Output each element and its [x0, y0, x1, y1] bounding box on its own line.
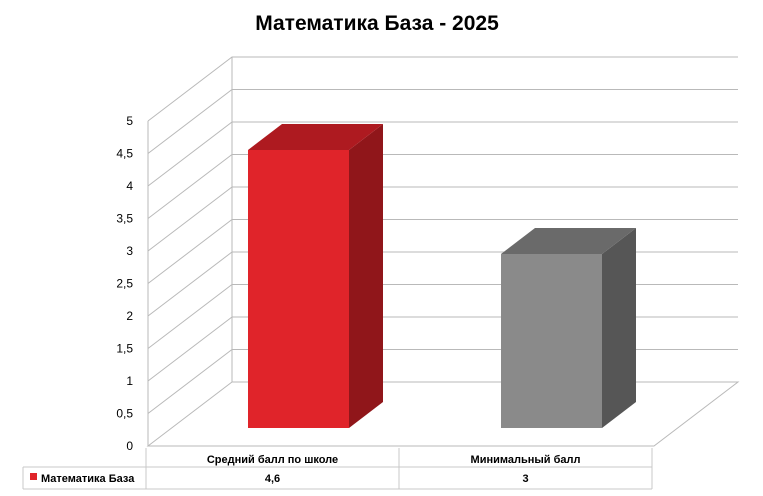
bar	[501, 228, 636, 428]
chart-title: Математика База - 2025	[255, 12, 499, 35]
y-tick-label: 0,5	[116, 407, 133, 421]
bar-front	[501, 254, 602, 428]
y-tick-label: 5	[126, 114, 133, 128]
grid	[146, 56, 740, 447]
legend-key	[30, 473, 37, 480]
gridline	[147, 121, 738, 187]
y-tick-label: 0	[126, 439, 133, 453]
bar-side	[349, 124, 383, 428]
floor	[146, 381, 740, 447]
y-tick-label: 3,5	[116, 212, 133, 226]
data-label: 4,6	[265, 473, 280, 485]
y-tick-label: 3	[126, 244, 133, 258]
gridline	[147, 219, 738, 284]
y-tick-label: 2	[126, 309, 133, 323]
gridline	[147, 56, 738, 122]
y-tick-label: 4,5	[116, 147, 133, 161]
legend-label: Математика База	[41, 473, 135, 485]
y-tick-label: 4	[126, 179, 133, 193]
data-table: Средний балл по школе 4,6 Минимальный балл…	[22, 448, 653, 490]
y-tick-label: 1	[126, 374, 133, 388]
y-tick-label: 2,5	[116, 277, 133, 291]
category-label: Минимальный балл	[471, 454, 581, 466]
gridline	[147, 154, 738, 219]
bar-side	[602, 228, 636, 428]
data-label: 3	[522, 473, 528, 485]
category-label: Средний балл по школе	[207, 454, 338, 466]
gridline	[147, 186, 738, 252]
bar	[248, 124, 383, 428]
gridline	[147, 89, 738, 154]
bar-top	[248, 124, 383, 150]
y-axis-ticks: 0 0,5 1 1,5 2 2,5 3 3,5 4 4,5 5	[116, 114, 133, 453]
bar-top	[501, 228, 636, 254]
bars	[248, 124, 636, 428]
y-tick-label: 1,5	[116, 342, 133, 356]
bar-front	[248, 150, 349, 428]
